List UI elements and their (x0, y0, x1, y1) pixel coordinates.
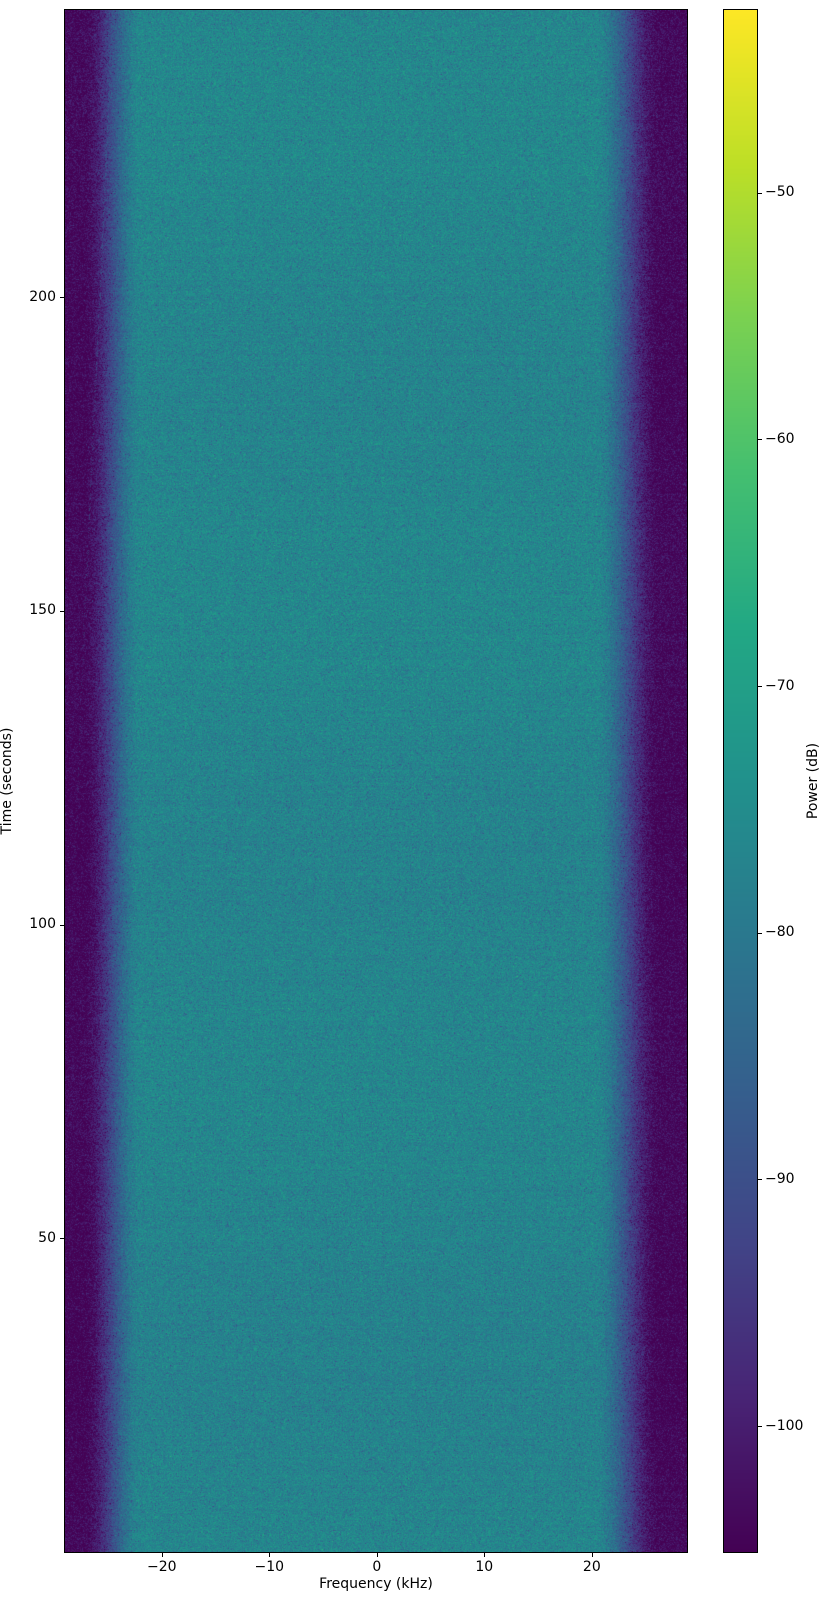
colorbar-tick-label: −60 (765, 430, 795, 447)
x-tick-mark (269, 1553, 271, 1557)
y-tick-label: 200 (29, 288, 56, 305)
x-tick-label: 0 (372, 1559, 382, 1575)
colorbar-tick-mark (758, 1179, 762, 1181)
plot-area (64, 9, 688, 1553)
colorbar-label: Power (dB) (805, 742, 821, 820)
colorbar-tick-label: −80 (765, 924, 795, 941)
x-tick-mark (591, 1553, 593, 1557)
y-tick-label: 150 (29, 602, 56, 619)
colorbar (723, 9, 758, 1553)
colorbar-tick-label: −70 (765, 677, 795, 694)
x-tick-label: −20 (146, 1559, 177, 1575)
colorbar-tick-mark (758, 439, 762, 441)
x-tick-label: 20 (582, 1559, 601, 1575)
colorbar-tick-label: −100 (765, 1417, 804, 1434)
x-axis-label: Frequency (kHz) (319, 1576, 433, 1592)
colorbar-tick-mark (758, 932, 762, 934)
colorbar-tick-label: −50 (765, 184, 795, 201)
colorbar-tick-mark (758, 686, 762, 687)
colorbar-gradient-canvas (724, 10, 757, 1552)
colorbar-tick-mark (758, 1426, 762, 1428)
x-tick-label: 10 (475, 1559, 494, 1575)
colorbar-tick-label: −90 (765, 1170, 795, 1187)
spectrogram-heatmap-canvas (65, 10, 687, 1552)
y-axis-label: Time (seconds) (0, 727, 15, 835)
x-tick-mark (161, 1553, 163, 1557)
colorbar-tick-mark (758, 192, 762, 194)
y-tick-mark (60, 1238, 64, 1240)
y-tick-mark (60, 610, 64, 612)
y-tick-mark (60, 297, 64, 299)
x-tick-mark (376, 1553, 378, 1557)
y-tick-label: 100 (29, 916, 56, 933)
x-tick-label: −10 (254, 1559, 285, 1575)
y-tick-label: 50 (38, 1229, 56, 1246)
y-tick-mark (60, 924, 64, 926)
x-tick-mark (484, 1553, 486, 1557)
